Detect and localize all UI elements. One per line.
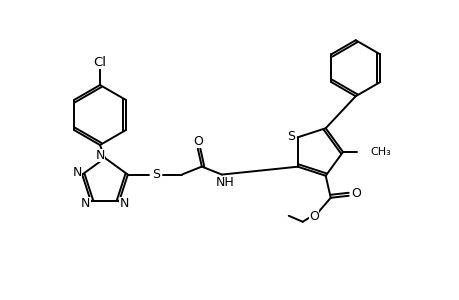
Text: O: O (192, 135, 202, 148)
Text: N: N (95, 148, 105, 161)
Text: O: O (308, 210, 318, 223)
Text: S: S (151, 168, 159, 181)
Text: S: S (286, 130, 294, 143)
Text: O: O (350, 187, 360, 200)
Text: NH: NH (215, 176, 234, 189)
Text: N: N (81, 197, 90, 210)
Text: N: N (119, 197, 129, 210)
Text: CH₃: CH₃ (369, 147, 390, 157)
Text: Cl: Cl (93, 56, 106, 68)
Text: N: N (73, 166, 82, 179)
